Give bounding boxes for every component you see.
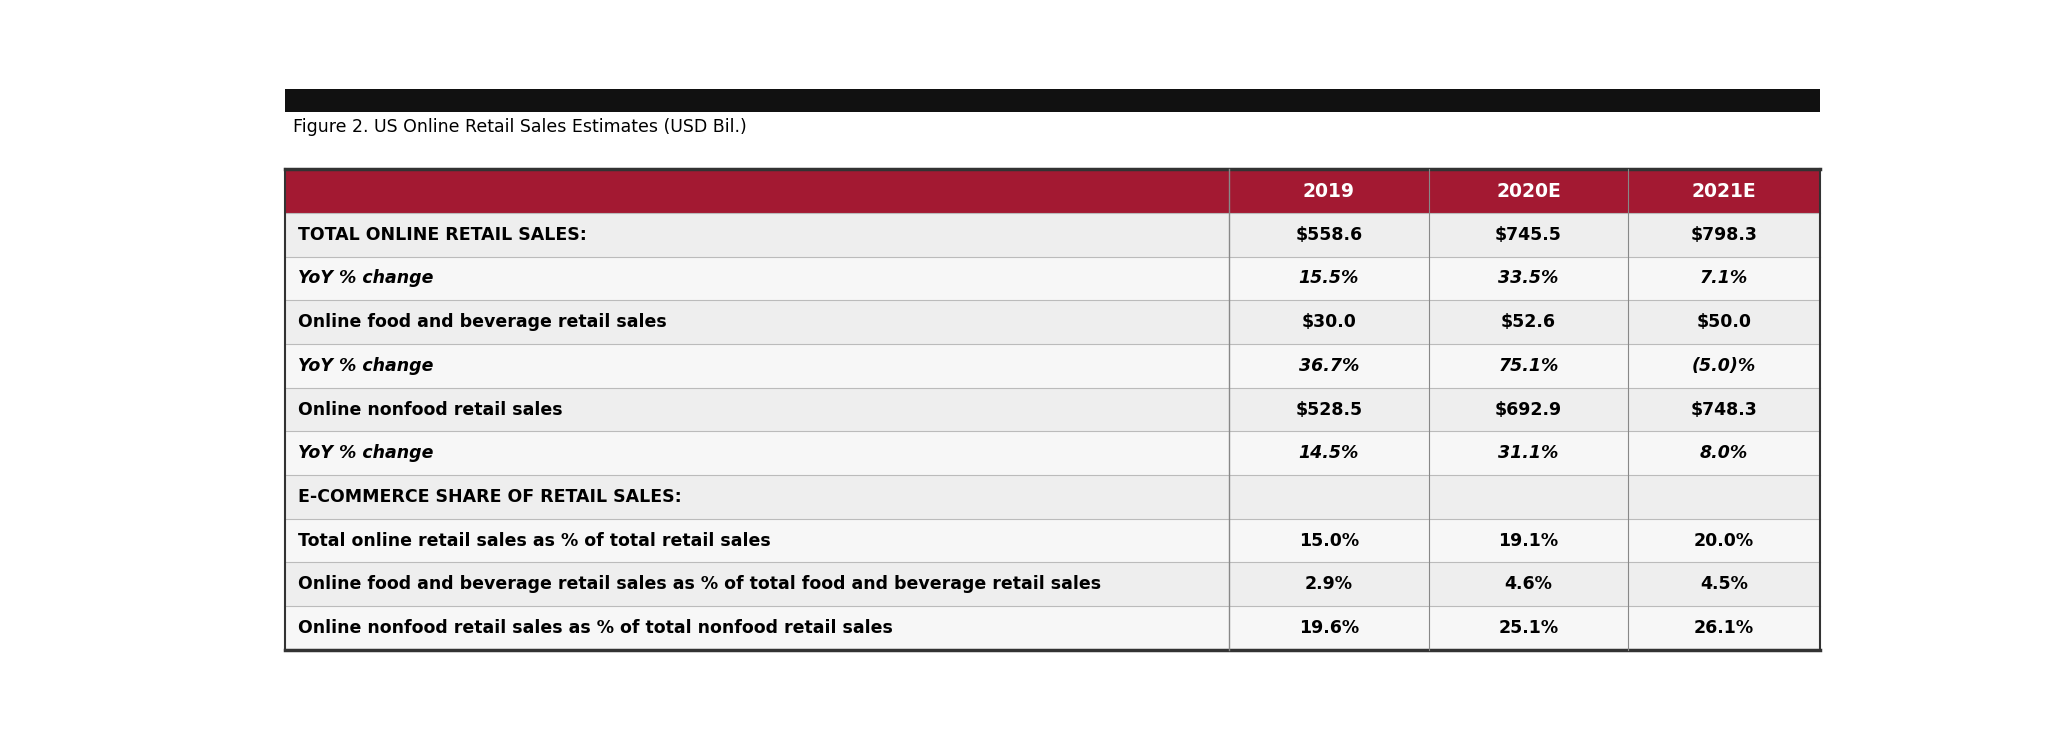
Text: YoY % change: YoY % change [298, 270, 433, 288]
Text: Online food and beverage retail sales: Online food and beverage retail sales [298, 313, 665, 331]
FancyBboxPatch shape [286, 169, 1820, 213]
Text: 2020E: 2020E [1495, 181, 1561, 201]
FancyBboxPatch shape [286, 519, 1820, 562]
Text: Total online retail sales as % of total retail sales: Total online retail sales as % of total … [298, 531, 770, 550]
Text: $50.0: $50.0 [1697, 313, 1752, 331]
Text: $692.9: $692.9 [1495, 400, 1561, 418]
Text: 2019: 2019 [1302, 181, 1356, 201]
Text: 26.1%: 26.1% [1695, 619, 1754, 637]
Text: 14.5%: 14.5% [1298, 444, 1360, 462]
Text: $798.3: $798.3 [1690, 226, 1758, 244]
Text: 36.7%: 36.7% [1298, 357, 1360, 375]
Text: $30.0: $30.0 [1302, 313, 1356, 331]
Text: 25.1%: 25.1% [1497, 619, 1559, 637]
FancyBboxPatch shape [286, 344, 1820, 388]
Text: $748.3: $748.3 [1690, 400, 1758, 418]
FancyBboxPatch shape [286, 432, 1820, 475]
Text: 33.5%: 33.5% [1497, 270, 1559, 288]
Text: 4.5%: 4.5% [1701, 575, 1748, 594]
FancyBboxPatch shape [286, 256, 1820, 300]
Text: $745.5: $745.5 [1495, 226, 1561, 244]
Text: 2021E: 2021E [1692, 181, 1756, 201]
Text: 75.1%: 75.1% [1497, 357, 1559, 375]
Text: E-COMMERCE SHARE OF RETAIL SALES:: E-COMMERCE SHARE OF RETAIL SALES: [298, 488, 682, 506]
Text: 15.0%: 15.0% [1298, 531, 1360, 550]
Text: Online nonfood retail sales as % of total nonfood retail sales: Online nonfood retail sales as % of tota… [298, 619, 893, 637]
Text: $52.6: $52.6 [1501, 313, 1555, 331]
Text: Online nonfood retail sales: Online nonfood retail sales [298, 400, 563, 418]
Text: 19.6%: 19.6% [1298, 619, 1360, 637]
Text: 4.6%: 4.6% [1504, 575, 1553, 594]
Text: Online food and beverage retail sales as % of total food and beverage retail sal: Online food and beverage retail sales as… [298, 575, 1101, 594]
Text: 2.9%: 2.9% [1304, 575, 1354, 594]
Text: TOTAL ONLINE RETAIL SALES:: TOTAL ONLINE RETAIL SALES: [298, 226, 587, 244]
FancyBboxPatch shape [286, 300, 1820, 344]
FancyBboxPatch shape [286, 562, 1820, 606]
Text: YoY % change: YoY % change [298, 357, 433, 375]
FancyBboxPatch shape [286, 475, 1820, 519]
FancyBboxPatch shape [286, 606, 1820, 650]
Text: 20.0%: 20.0% [1695, 531, 1754, 550]
Text: 15.5%: 15.5% [1298, 270, 1360, 288]
FancyBboxPatch shape [286, 89, 1820, 112]
Text: 31.1%: 31.1% [1497, 444, 1559, 462]
Text: 8.0%: 8.0% [1701, 444, 1748, 462]
Text: $558.6: $558.6 [1296, 226, 1362, 244]
FancyBboxPatch shape [286, 388, 1820, 432]
Text: $528.5: $528.5 [1296, 400, 1362, 418]
Text: 19.1%: 19.1% [1497, 531, 1559, 550]
Text: Figure 2. US Online Retail Sales Estimates (USD Bil.): Figure 2. US Online Retail Sales Estimat… [294, 117, 748, 136]
Text: (5.0)%: (5.0)% [1692, 357, 1756, 375]
Text: 7.1%: 7.1% [1701, 270, 1748, 288]
FancyBboxPatch shape [286, 213, 1820, 256]
Text: YoY % change: YoY % change [298, 444, 433, 462]
